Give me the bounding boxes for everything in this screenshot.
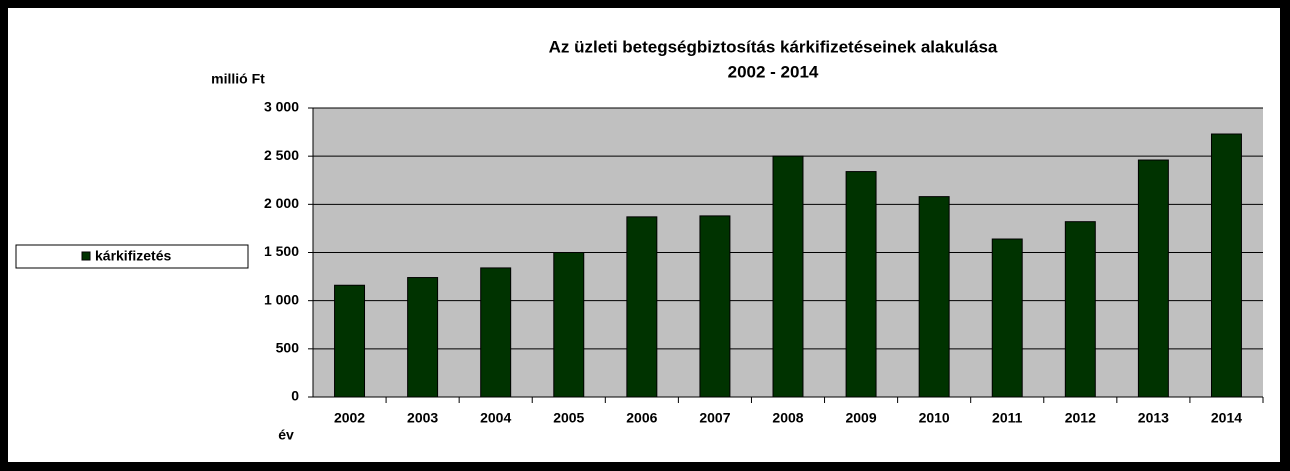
x-tick-label: 2010 bbox=[919, 410, 950, 426]
bar bbox=[699, 215, 731, 398]
legend-label: kárkifizetés bbox=[95, 248, 171, 264]
legend-swatch bbox=[81, 251, 91, 261]
y-tick-label: 0 bbox=[291, 388, 299, 404]
x-tick-label: 2005 bbox=[553, 410, 584, 426]
x-tick-label: 2008 bbox=[772, 410, 803, 426]
y-tick-label: 1 000 bbox=[264, 291, 299, 307]
bar bbox=[772, 155, 804, 398]
bar bbox=[918, 196, 950, 398]
x-tick-label: 2006 bbox=[626, 410, 657, 426]
y-axis-label: millió Ft bbox=[211, 71, 265, 87]
chart-subtitle: 2002 - 2014 bbox=[728, 62, 819, 81]
x-tick-label: 2013 bbox=[1138, 410, 1169, 426]
bar bbox=[991, 238, 1023, 398]
bar bbox=[553, 252, 585, 398]
y-tick-label: 500 bbox=[276, 340, 300, 356]
bar bbox=[407, 277, 439, 398]
x-tick-label: 2004 bbox=[480, 410, 511, 426]
x-axis-label: év bbox=[278, 427, 294, 443]
y-tick-label: 1 500 bbox=[264, 243, 299, 259]
y-tick-label: 2 000 bbox=[264, 195, 299, 211]
legend-box bbox=[15, 244, 249, 269]
bar bbox=[1064, 221, 1096, 398]
bar bbox=[1137, 159, 1169, 398]
x-tick-label: 2002 bbox=[334, 410, 365, 426]
y-tick-label: 2 500 bbox=[264, 147, 299, 163]
bar bbox=[626, 216, 658, 398]
chart-title: Az üzleti betegségbiztosítás kárkifizeté… bbox=[549, 37, 998, 56]
x-tick-label: 2007 bbox=[699, 410, 730, 426]
x-tick-label: 2012 bbox=[1065, 410, 1096, 426]
y-tick-label: 3 000 bbox=[264, 99, 299, 115]
bar bbox=[845, 171, 877, 398]
bar bbox=[334, 284, 366, 398]
x-tick-label: 2011 bbox=[992, 410, 1023, 426]
x-tick-label: 2009 bbox=[845, 410, 876, 426]
bar bbox=[1210, 133, 1242, 398]
x-tick-label: 2014 bbox=[1211, 410, 1242, 426]
bar bbox=[480, 267, 512, 398]
x-tick-label: 2003 bbox=[407, 410, 438, 426]
